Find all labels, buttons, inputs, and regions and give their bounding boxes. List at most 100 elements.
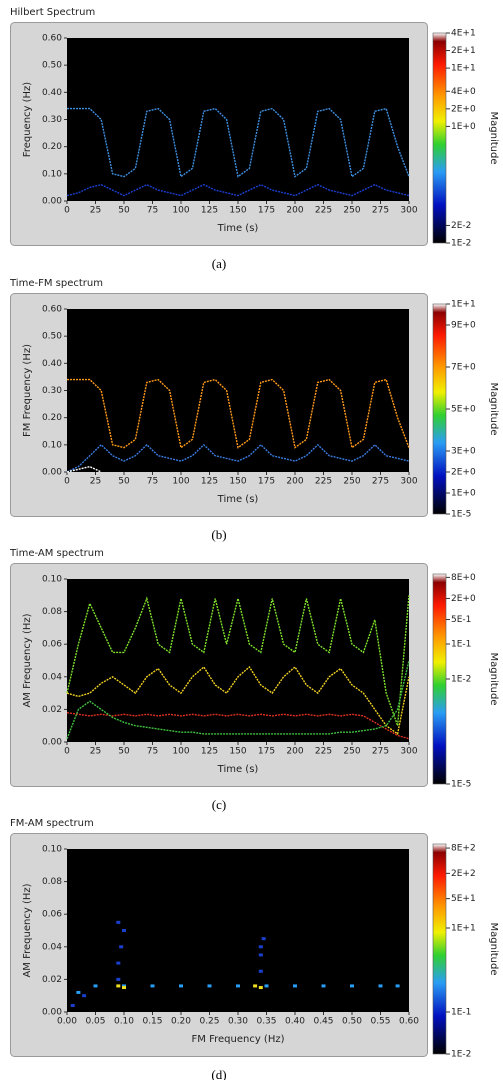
y-tick-label: 0.30	[42, 115, 62, 125]
spectrum-ridge	[66, 595, 410, 726]
x-tick-label: 0.55	[370, 1017, 390, 1027]
x-tick-label: 100	[172, 747, 189, 757]
spectrum-point	[258, 969, 263, 973]
y-tick-label: 0.40	[42, 88, 62, 98]
spectrum-ridge	[66, 665, 410, 736]
colorbar-tick-label: 2E+0	[451, 468, 476, 478]
panel-caption: (a)	[212, 256, 226, 271]
x-tick-label: 0	[64, 747, 70, 757]
colorbar-label: Magnitude	[488, 653, 499, 706]
spectrum-point	[122, 986, 126, 990]
x-axis-label: Time (s)	[217, 223, 259, 234]
spectrum-point	[116, 961, 121, 965]
y-axis-label: AM Frequency (Hz)	[22, 613, 33, 707]
y-tick-label: 0.04	[42, 942, 62, 952]
y-tick-label: 0.20	[42, 142, 62, 152]
spectrum-point	[258, 986, 263, 990]
spectrum-point	[116, 984, 121, 988]
x-tick-label: 275	[372, 747, 389, 757]
colorbar-tick-label: 2E-2	[451, 221, 471, 231]
x-tick-label: 225	[315, 477, 332, 487]
colorbar-tick-label: 2E+1	[451, 46, 476, 56]
spectrum-point	[150, 984, 155, 988]
spectrum-point	[70, 1003, 75, 1007]
y-tick-label: 0.00	[42, 197, 62, 207]
x-tick-label: 0	[64, 477, 70, 487]
x-tick-label: 125	[201, 747, 218, 757]
x-tick-label: 25	[90, 206, 101, 216]
spectrum-point	[395, 984, 400, 988]
x-tick-label: 0.05	[85, 1017, 105, 1027]
spectrum-point	[258, 945, 263, 949]
x-tick-label: 75	[147, 477, 158, 487]
spectrum-point	[321, 984, 326, 988]
colorbar-tick-label: 1E-1	[451, 1008, 471, 1018]
spectrum-ridge	[67, 378, 410, 449]
x-tick-label: 0.20	[171, 1017, 191, 1027]
colorbar-tick-label: 8E+0	[451, 573, 476, 583]
x-tick-label: 175	[258, 206, 275, 216]
chart-title: Time-FM spectrum	[9, 278, 103, 289]
spectrum-point	[122, 984, 126, 988]
y-tick-label: 0.00	[42, 1008, 62, 1018]
x-tick-label: 0	[64, 206, 70, 216]
x-tick-label: 200	[286, 206, 303, 216]
colorbar-tick-label: 2E+0	[451, 594, 476, 604]
x-tick-label: 150	[229, 206, 246, 216]
chart-title: Hilbert Spectrum	[10, 7, 95, 18]
spectrum-point	[258, 953, 263, 957]
y-tick-label: 0.08	[42, 877, 62, 887]
x-tick-label: 0.00	[57, 1017, 77, 1027]
y-tick-label: 0.00	[42, 738, 62, 748]
colorbar-tick-label: 1E-2	[451, 675, 471, 685]
spectrum-ridge	[66, 660, 410, 739]
x-tick-label: 275	[372, 477, 389, 487]
x-tick-label: 100	[172, 477, 189, 487]
spectrum-point	[122, 929, 126, 932]
x-tick-label: 175	[258, 747, 275, 757]
colorbar-tick-label: 4E+1	[451, 29, 476, 39]
plot-area	[67, 849, 409, 1012]
colorbar-tick-label: 5E-1	[451, 615, 471, 625]
chart-title: Time-AM spectrum	[9, 548, 104, 559]
x-tick-label: 0.15	[142, 1017, 162, 1027]
x-tick-label: 275	[372, 206, 389, 216]
x-tick-label: 0.30	[228, 1017, 248, 1027]
x-tick-label: 75	[147, 747, 158, 757]
colorbar-tick-label: 2E+2	[451, 869, 476, 879]
colorbar	[432, 573, 447, 785]
x-tick-label: 0.35	[256, 1017, 276, 1027]
x-tick-label: 50	[118, 206, 130, 216]
colorbar-tick-label: 7E+0	[451, 363, 476, 373]
x-tick-label: 150	[229, 477, 246, 487]
x-tick-label: 225	[315, 206, 332, 216]
colorbar-label: Magnitude	[488, 923, 499, 976]
colorbar-tick-label: 1E-2	[451, 1050, 471, 1060]
colorbar	[432, 32, 447, 244]
spectrum-ridge	[67, 107, 410, 178]
colorbar-tick-label: 1E-5	[451, 780, 471, 790]
colorbar-tick-label: 4E+0	[451, 87, 476, 97]
y-tick-label: 0.08	[42, 607, 62, 617]
x-axis-label: Time (s)	[217, 764, 259, 775]
x-tick-label: 25	[90, 477, 101, 487]
x-tick-label: 250	[343, 477, 360, 487]
spectrum-point	[350, 984, 354, 988]
spectrum-point	[293, 984, 297, 988]
colorbar-tick-label: 2E+0	[451, 104, 476, 114]
spectrum-point	[93, 984, 98, 988]
spectrum-point	[378, 984, 383, 988]
y-tick-label: 0.04	[42, 672, 62, 682]
colorbar-tick-label: 8E+2	[451, 844, 476, 854]
spectrum-point	[116, 920, 121, 924]
y-tick-label: 0.06	[42, 640, 62, 650]
colorbar	[432, 843, 447, 1055]
chart-title: FM-AM spectrum	[10, 818, 94, 829]
y-tick-label: 0.60	[42, 34, 62, 44]
spectrum-point	[119, 945, 124, 949]
spectrum-point	[82, 994, 87, 998]
spectrum-point	[179, 984, 183, 988]
x-tick-label: 250	[343, 206, 360, 216]
spectrum-ridge	[66, 183, 410, 197]
